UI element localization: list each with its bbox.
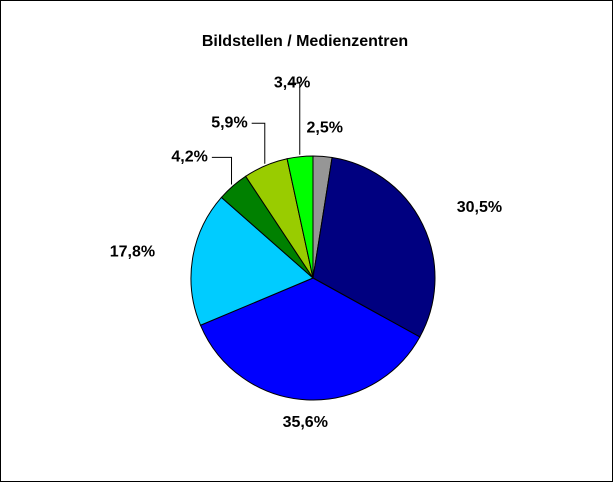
data-label: 30,5% <box>457 199 502 216</box>
data-label: 5,9% <box>211 114 247 131</box>
pie-slice <box>199 277 421 401</box>
data-label: 4,2% <box>171 149 207 166</box>
leader-line <box>251 122 266 164</box>
leader-line <box>211 156 233 185</box>
pie-slice <box>190 196 314 326</box>
data-label: 3,4% <box>274 74 310 91</box>
pie-slice <box>286 155 314 279</box>
data-label: 35,6% <box>283 414 328 431</box>
data-label: 2,5% <box>307 120 343 137</box>
data-label: 17,8% <box>110 243 155 260</box>
chart-title: Bildstellen / Medienzentren <box>202 33 408 50</box>
pie-slice <box>312 156 436 338</box>
leader-line <box>288 82 301 155</box>
